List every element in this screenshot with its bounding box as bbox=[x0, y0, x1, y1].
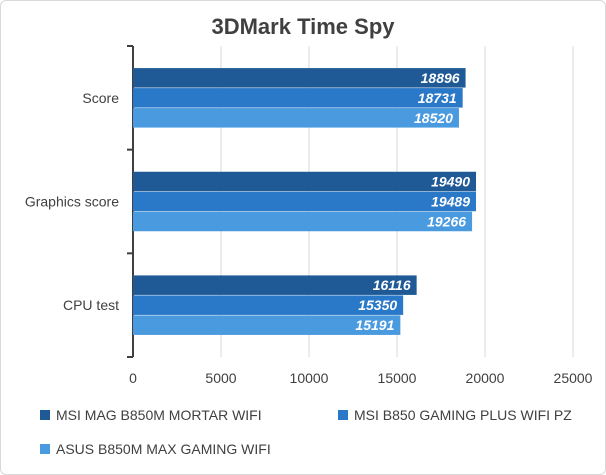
x-tick-label-15000: 15000 bbox=[378, 370, 417, 386]
bar-s2-c0 bbox=[133, 88, 463, 108]
category-label-1: Graphics score bbox=[25, 194, 119, 210]
data-label-s1-c1: 19490 bbox=[431, 174, 470, 190]
bar-s3-c2 bbox=[133, 315, 401, 335]
bar-s3-c0 bbox=[133, 108, 459, 128]
data-label-s1-c0: 18896 bbox=[421, 70, 460, 86]
x-tick-label-10000: 10000 bbox=[290, 370, 329, 386]
data-label-s3-c1: 19266 bbox=[427, 214, 466, 230]
bar-s2-c1 bbox=[133, 191, 477, 212]
legend-label-3: ASUS B850M MAX GAMING WIFI bbox=[56, 441, 271, 457]
legend-label-1: MSI MAG B850M MORTAR WIFI bbox=[56, 407, 262, 423]
legend-swatch-2 bbox=[338, 410, 348, 420]
bar-s1-c2 bbox=[133, 275, 417, 295]
bar-s2-c2 bbox=[133, 295, 404, 315]
legend-swatch-1 bbox=[40, 410, 50, 420]
x-tick-label-0: 0 bbox=[129, 370, 137, 386]
legend-item-series-3: ASUS B850M MAX GAMING WIFI bbox=[40, 441, 271, 457]
data-label-s2-c0: 18731 bbox=[418, 90, 457, 106]
data-label-s2-c1: 19489 bbox=[431, 194, 470, 210]
legend-label-2: MSI B850 GAMING PLUS WIFI PZ bbox=[354, 407, 572, 423]
bar-s3-c1 bbox=[133, 211, 473, 232]
x-tick-label-25000: 25000 bbox=[554, 370, 593, 386]
chart-title: 3DMark Time Spy bbox=[211, 14, 395, 39]
category-label-2: CPU test bbox=[63, 297, 119, 313]
legend-swatch-3 bbox=[40, 444, 50, 454]
legend-item-series-1: MSI MAG B850M MORTAR WIFI bbox=[40, 407, 262, 423]
bar-s1-c0 bbox=[133, 68, 466, 88]
category-label-0: Score bbox=[82, 90, 119, 106]
bar-s1-c1 bbox=[133, 171, 477, 192]
legend-item-series-2: MSI B850 GAMING PLUS WIFI PZ bbox=[338, 407, 572, 423]
data-label-s3-c2: 15191 bbox=[355, 317, 394, 333]
x-tick-label-5000: 5000 bbox=[205, 370, 236, 386]
x-tick-label-20000: 20000 bbox=[466, 370, 505, 386]
data-label-s2-c2: 15350 bbox=[358, 297, 397, 313]
data-label-s3-c0: 18520 bbox=[414, 110, 453, 126]
data-label-s1-c2: 16116 bbox=[373, 277, 411, 293]
